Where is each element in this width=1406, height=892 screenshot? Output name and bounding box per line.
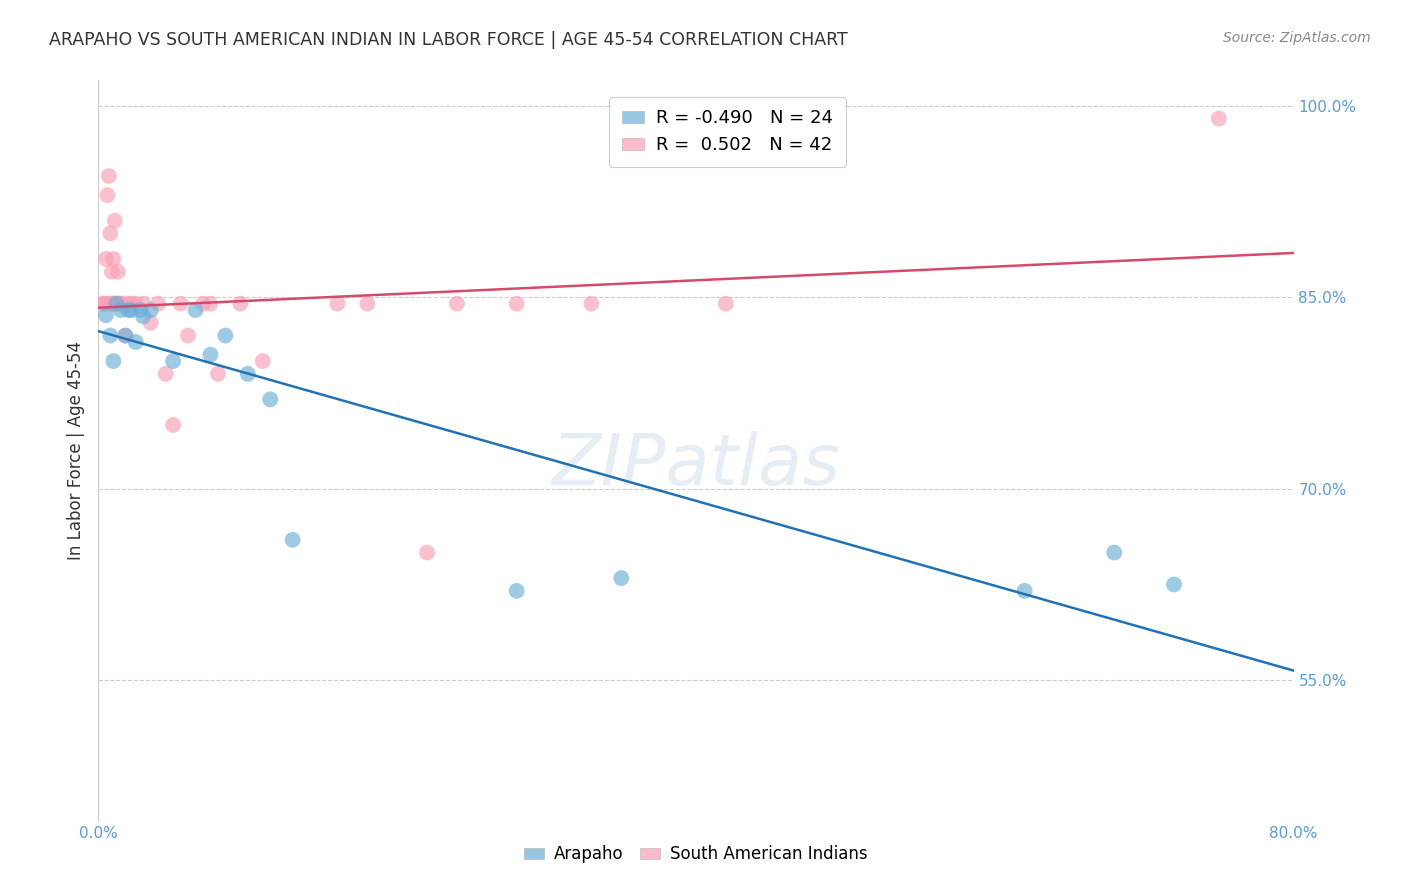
Point (281, 533, 304, 547)
Point (98, 328, 122, 343)
Point (1208, 112, 1230, 126)
Point (111, 296, 134, 310)
Point (117, 303, 139, 318)
Point (252, 354, 274, 368)
Point (326, 296, 349, 310)
Point (236, 367, 259, 381)
Point (120, 303, 142, 318)
Point (125, 334, 148, 349)
Point (207, 367, 229, 381)
Point (114, 328, 136, 343)
Point (104, 213, 127, 227)
Point (581, 296, 603, 310)
Point (103, 296, 125, 310)
Point (184, 303, 207, 318)
Point (506, 296, 529, 310)
Point (91, 296, 114, 310)
Point (98, 296, 122, 310)
Text: Source: ZipAtlas.com: Source: ZipAtlas.com (1223, 31, 1371, 45)
Point (169, 296, 191, 310)
Point (416, 545, 439, 559)
Point (1104, 545, 1126, 559)
Text: ARAPAHO VS SOUTH AMERICAN INDIAN IN LABOR FORCE | AGE 45-54 CORRELATION CHART: ARAPAHO VS SOUTH AMERICAN INDIAN IN LABO… (49, 31, 848, 49)
Point (132, 310, 155, 324)
Point (446, 296, 468, 310)
Point (101, 265, 124, 279)
Point (714, 296, 737, 310)
Point (162, 417, 184, 432)
Point (356, 296, 378, 310)
Point (117, 296, 139, 310)
Point (96, 188, 118, 202)
Point (94, 308, 117, 322)
Point (103, 354, 125, 368)
Point (155, 367, 177, 381)
Point (610, 571, 633, 585)
Point (132, 296, 155, 310)
Point (105, 296, 128, 310)
Point (162, 354, 184, 368)
Point (129, 303, 152, 318)
Point (108, 296, 131, 310)
Point (506, 583, 529, 598)
Point (94, 296, 117, 310)
Point (1163, 577, 1185, 591)
Point (114, 328, 136, 343)
Point (148, 296, 170, 310)
Point (200, 348, 222, 362)
Point (107, 265, 129, 279)
Point (259, 392, 281, 407)
Point (103, 252, 125, 266)
Point (139, 303, 162, 318)
Y-axis label: In Labor Force | Age 45-54: In Labor Force | Age 45-54 (66, 341, 84, 560)
Point (125, 296, 148, 310)
Point (97, 169, 120, 183)
Point (200, 296, 222, 310)
Point (1014, 583, 1036, 598)
Point (177, 328, 200, 343)
Legend: Arapaho, South American Indians: Arapaho, South American Indians (516, 837, 876, 871)
Text: ZIPatlas: ZIPatlas (551, 431, 841, 500)
Point (191, 296, 214, 310)
Point (214, 328, 236, 343)
Point (98, 227, 122, 241)
Point (110, 303, 132, 318)
Point (93, 296, 115, 310)
Point (94, 252, 117, 266)
Point (139, 316, 162, 330)
Point (105, 296, 128, 310)
Point (110, 296, 132, 310)
Point (229, 296, 252, 310)
Point (120, 296, 142, 310)
Point (103, 296, 125, 310)
